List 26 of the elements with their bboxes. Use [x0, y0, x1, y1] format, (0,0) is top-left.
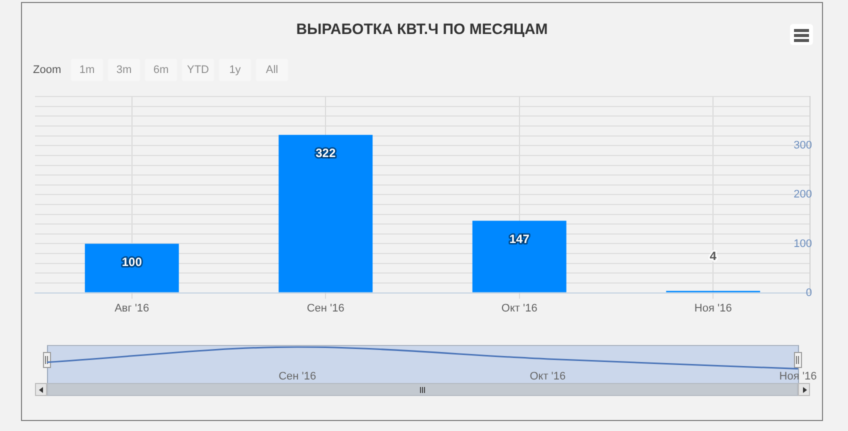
range-button: YTD — [182, 59, 214, 81]
x-tick-label: Сен '16 — [278, 370, 316, 382]
y-tick-label: 0 — [806, 286, 812, 299]
data-label: 147 — [509, 232, 530, 246]
data-label: 4 — [710, 249, 717, 264]
y-tick-label: 200 — [794, 188, 812, 201]
x-tick-label: Окт '16 — [501, 302, 538, 314]
bar — [84, 244, 179, 292]
x-tick-label: Окт '16 — [530, 370, 566, 382]
y-tick-label: 100 — [794, 238, 812, 250]
x-tick-label: Ноя '16 — [694, 302, 732, 314]
x-tick-label: Авг '16 — [114, 302, 150, 314]
data-label: 100 — [122, 255, 142, 270]
bar — [278, 134, 373, 292]
range-button: All — [256, 59, 288, 81]
y-tick-label: 300 — [794, 140, 812, 152]
range-button: 3m — [108, 59, 140, 81]
text: Zoom — [33, 64, 62, 77]
range-button: 1m — [71, 59, 103, 81]
x-tick-label: Ноя '16 — [779, 370, 817, 382]
range-button: 6m — [145, 59, 177, 81]
x-tick-label: Сен '16 — [306, 302, 344, 314]
chart-title: ВЫРАБОТКА КВТ.Ч ПО МЕСЯЦАМ — [295, 21, 549, 39]
data-label: 322 — [316, 146, 336, 160]
bar — [472, 220, 566, 292]
range-button: 1y — [219, 59, 251, 81]
